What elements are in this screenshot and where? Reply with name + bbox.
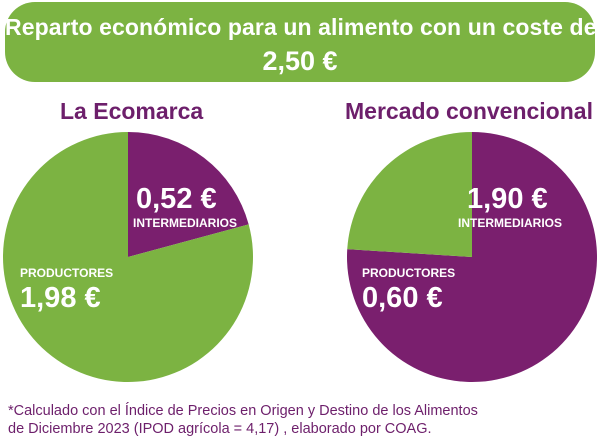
pie-slice-intermediarios (347, 132, 598, 382)
value-label-productores: 1,98 € (20, 282, 101, 314)
pie-slice-intermediarios (128, 132, 249, 257)
slice-label-productores: PRODUCTORES (362, 266, 455, 280)
slice-label-intermediarios: INTERMEDIARIOS (458, 216, 562, 230)
header-banner: Reparto económico para un alimento con u… (5, 2, 597, 82)
pie-mercado: 1,90 € INTERMEDIARIOS PRODUCTORES 0,60 € (347, 132, 598, 382)
pie-slice-productores (2, 132, 253, 382)
value-label-intermediarios: 1,90 € (467, 183, 548, 215)
footnote-line2: de Diciembre 2023 (IPOD agrícola = 4,17)… (8, 421, 432, 437)
pie-ecomarca: 0,52 € INTERMEDIARIOS PRODUCTORES 1,98 € (2, 132, 253, 382)
value-label-intermediarios: 0,52 € (136, 183, 217, 215)
header-title: Reparto económico para un alimento con u… (5, 14, 597, 40)
value-label-productores: 0,60 € (362, 282, 443, 314)
slice-label-productores: PRODUCTORES (20, 266, 113, 280)
chart-title-mercado: Mercado convencional (345, 98, 593, 124)
header-cost: 2,50 € (262, 46, 338, 76)
chart-title-ecomarca: La Ecomarca (60, 98, 204, 124)
pie-slice-productores (347, 132, 472, 257)
slice-label-intermediarios: INTERMEDIARIOS (133, 216, 237, 230)
footnote: *Calculado con el Índice de Precios en O… (8, 402, 598, 438)
footnote-line1: *Calculado con el Índice de Precios en O… (8, 403, 478, 419)
